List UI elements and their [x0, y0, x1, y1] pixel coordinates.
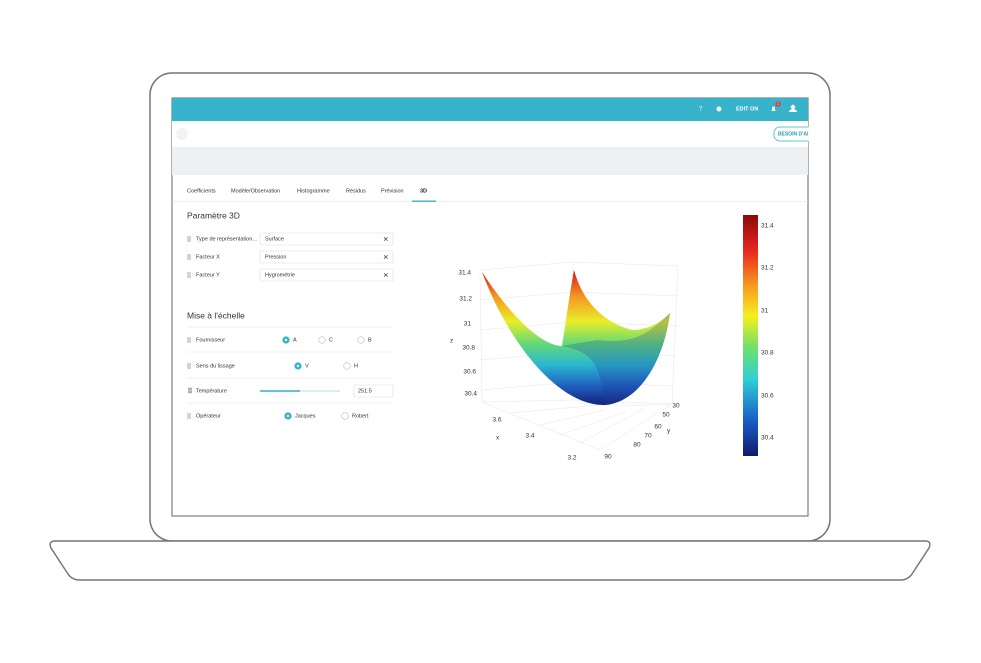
clear[interactable]	[383, 236, 388, 242]
z-tick-label: 30.6	[463, 369, 476, 376]
colorbar-tick-label: 31.2	[761, 265, 774, 272]
y-tick-label: 70	[644, 433, 652, 440]
tab[interactable]: Modèle/Observation	[231, 188, 280, 194]
logo	[176, 128, 188, 140]
number-value[interactable]: 251.5	[358, 388, 372, 394]
radio-dot	[286, 414, 290, 418]
colorbar-tick-label: 30.8	[761, 350, 774, 357]
select[interactable]	[259, 250, 394, 264]
top-bar	[172, 98, 808, 121]
radio-label[interactable]: B	[368, 337, 372, 343]
colorbar-tick-label: 31	[761, 308, 769, 315]
select[interactable]	[259, 268, 394, 282]
radio-dot	[296, 364, 300, 368]
icon	[187, 236, 191, 242]
hash-icon	[188, 387, 192, 394]
tab[interactable]: 3D	[420, 188, 427, 194]
row-label: Sens du lissage	[196, 363, 235, 369]
bell[interactable]	[771, 106, 776, 112]
gray-band	[172, 147, 808, 175]
tab[interactable]: Histogramme	[297, 188, 330, 194]
select-value[interactable]: Surface	[265, 236, 284, 242]
badge-count: 1	[777, 102, 779, 106]
radio-label[interactable]: V	[305, 363, 309, 369]
y-tick-label: 30	[672, 403, 680, 410]
field-label: Facteur X	[196, 254, 220, 260]
number-input[interactable]	[353, 384, 394, 398]
z-tick-label: 30.4	[464, 391, 477, 398]
z-label: z	[450, 338, 453, 345]
icon	[187, 254, 191, 260]
panel-title: Paramètre 3D	[187, 210, 240, 220]
tab[interactable]: Coefficients	[187, 188, 216, 194]
clear[interactable]	[383, 272, 388, 278]
radio-label[interactable]: Robert	[352, 413, 369, 419]
surface-shade	[562, 313, 670, 405]
colorbar	[743, 215, 758, 456]
select-value[interactable]: Hygrométrie	[265, 272, 295, 278]
clip	[808, 121, 819, 146]
x-label: x	[496, 435, 500, 442]
laptop-base	[49, 540, 931, 581]
row-label: Opérateur	[196, 413, 221, 419]
z-tick-label: 30.8	[462, 345, 475, 352]
colorbar-tick-label: 30.4	[761, 435, 774, 442]
radio-label[interactable]: C	[329, 337, 333, 343]
y-tick-label: 60	[654, 424, 662, 431]
radio-label[interactable]: Jacques	[295, 413, 316, 419]
clear[interactable]	[383, 254, 388, 260]
help[interactable]: ?	[699, 107, 703, 113]
x-tick-label: 3.4	[525, 433, 534, 440]
z-tick-label: 31.2	[459, 296, 472, 303]
tab-indicator	[412, 200, 436, 202]
radio[interactable]	[318, 336, 326, 344]
edit-toggle[interactable]: EDIT ON	[736, 106, 758, 112]
icon	[187, 363, 191, 369]
z-tick-label: 31	[464, 321, 472, 328]
radio-label[interactable]: H	[354, 363, 358, 369]
icon	[187, 337, 191, 343]
radio-dot	[284, 338, 288, 342]
row-label: Température	[196, 388, 227, 394]
y-tick-label: 90	[604, 454, 612, 461]
x-tick-label: 3.6	[492, 417, 501, 424]
user-icon-body	[789, 109, 797, 112]
tab[interactable]: Prévision	[381, 188, 404, 194]
field-label: Facteur Y	[196, 272, 220, 278]
theme-icon[interactable]	[716, 106, 722, 112]
icon	[187, 272, 191, 278]
y-label: y	[667, 428, 671, 435]
user-icon[interactable]	[790, 104, 796, 110]
badge	[775, 101, 781, 107]
radio-label[interactable]: A	[293, 337, 297, 343]
field-label: Type de représentation...	[196, 236, 257, 242]
colorbar-tick-label: 31.4	[761, 223, 774, 230]
radio[interactable]	[341, 412, 349, 420]
help-button-label[interactable]: BESOIN D'AI	[778, 131, 809, 137]
colorbar-tick-label: 30.6	[761, 393, 774, 400]
scaling-title: Mise à l'échelle	[187, 310, 245, 320]
radio[interactable]	[343, 362, 351, 370]
tab[interactable]: Résidus	[346, 188, 366, 194]
surface	[482, 270, 670, 406]
select[interactable]	[259, 232, 394, 246]
z-tick-label: 31.4	[458, 270, 471, 277]
icon	[187, 413, 191, 419]
radio[interactable]	[357, 336, 365, 344]
x-tick-label: 3.2	[567, 455, 576, 462]
row-label: Fournisseur	[196, 337, 225, 343]
y-tick-label: 50	[662, 412, 670, 419]
y-tick-label: 80	[633, 442, 641, 449]
toolbar	[172, 121, 808, 147]
select-value[interactable]: Pression	[265, 254, 286, 260]
